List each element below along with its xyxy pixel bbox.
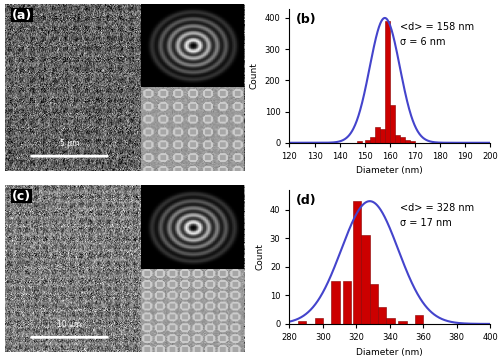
Y-axis label: Count: Count xyxy=(250,62,259,89)
Bar xyxy=(362,235,370,324)
Bar xyxy=(364,140,370,143)
Bar xyxy=(378,307,386,324)
Bar xyxy=(332,281,340,324)
Bar xyxy=(385,21,390,143)
Text: (b): (b) xyxy=(296,12,316,26)
Text: (d): (d) xyxy=(296,194,316,207)
Bar xyxy=(375,127,380,143)
Bar xyxy=(353,201,362,324)
Bar xyxy=(298,321,306,324)
Bar xyxy=(405,140,410,143)
Bar xyxy=(370,137,375,143)
Bar xyxy=(398,321,406,324)
Bar xyxy=(415,315,424,324)
Bar xyxy=(343,281,351,324)
Bar xyxy=(386,318,395,324)
Bar xyxy=(400,137,405,143)
Text: (a): (a) xyxy=(12,9,32,22)
X-axis label: Diameter (nm): Diameter (nm) xyxy=(356,347,423,356)
Text: <d> = 158 nm
σ = 6 nm: <d> = 158 nm σ = 6 nm xyxy=(400,22,474,47)
Bar xyxy=(314,318,323,324)
Bar xyxy=(370,284,378,324)
Text: <d> = 328 nm
σ = 17 nm: <d> = 328 nm σ = 17 nm xyxy=(400,203,474,228)
Bar xyxy=(390,105,395,143)
Text: 5 µm: 5 µm xyxy=(60,139,80,148)
Bar xyxy=(380,129,385,143)
Y-axis label: Count: Count xyxy=(255,244,264,270)
Bar xyxy=(395,135,400,143)
Text: (c): (c) xyxy=(12,190,32,203)
Text: 10 µm: 10 µm xyxy=(58,320,82,329)
Bar xyxy=(410,141,415,143)
Bar xyxy=(357,141,362,143)
X-axis label: Diameter (nm): Diameter (nm) xyxy=(356,166,423,176)
